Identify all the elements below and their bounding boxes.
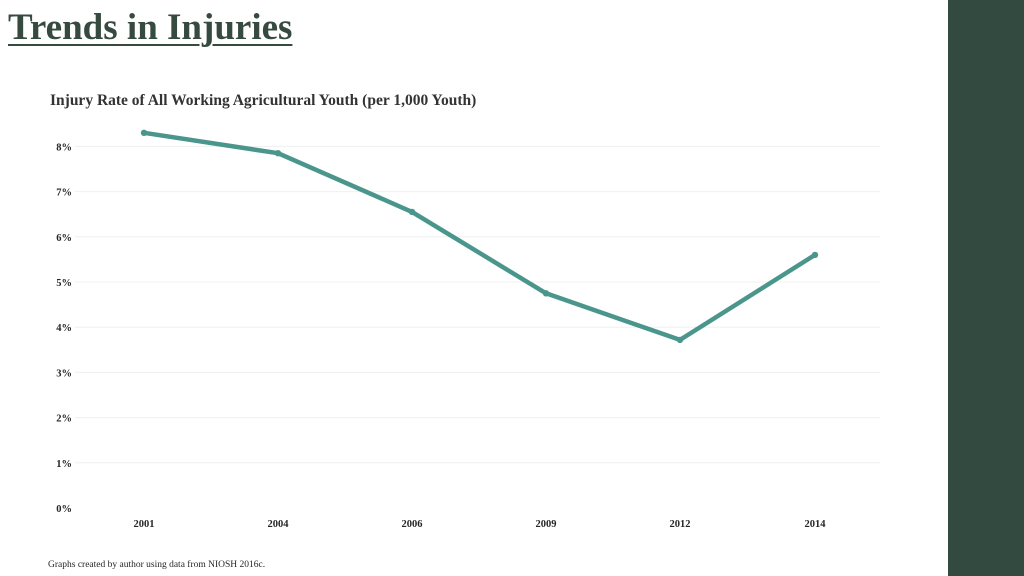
x-tick-label: 2009 (536, 519, 557, 530)
y-tick-label: 2% (56, 414, 72, 425)
data-point-2009 (542, 290, 550, 297)
y-tick-label: 4% (56, 323, 72, 334)
data-point-2004 (274, 150, 282, 157)
y-tick-label: 5% (56, 278, 72, 289)
x-tick-label: 2006 (402, 519, 423, 530)
y-axis: 0% 1% 2% 3% 4% 5% 6% 7% 8% (56, 142, 72, 515)
data-point-2014 (811, 251, 819, 259)
data-point-2001 (140, 129, 148, 136)
y-tick-label: 8% (56, 142, 72, 153)
grid-lines (75, 145, 880, 464)
x-axis: 2001 2004 2006 2009 2012 2014 (134, 519, 827, 530)
x-tick-label: 2014 (805, 519, 827, 530)
line-chart: 0%1%2%3%4%5%6%7%8% 2001 2004 2006 2009 2012 2… (56, 129, 880, 530)
y-tick-label: 7% (56, 188, 72, 199)
series-layer (140, 129, 819, 344)
footnote: Graphs created by author using data from… (48, 560, 266, 570)
x-tick-label: 2004 (268, 519, 290, 530)
x-tick-label: 2001 (134, 519, 155, 530)
sidebar-accent (948, 0, 1024, 576)
x-tick-label: 2012 (670, 519, 691, 530)
data-point-2006 (408, 208, 416, 216)
chart-title: Injury Rate of All Working Agricultural … (50, 92, 477, 109)
y-tick-label: 3% (56, 368, 72, 379)
slide-title: Trends in Injuries (8, 7, 293, 48)
series-line (141, 130, 818, 343)
y-tick-label: 0% (56, 504, 72, 515)
y-tick-label: 1% (56, 459, 72, 470)
data-point-2012 (676, 336, 684, 344)
y-tick-label: 6% (56, 233, 72, 244)
